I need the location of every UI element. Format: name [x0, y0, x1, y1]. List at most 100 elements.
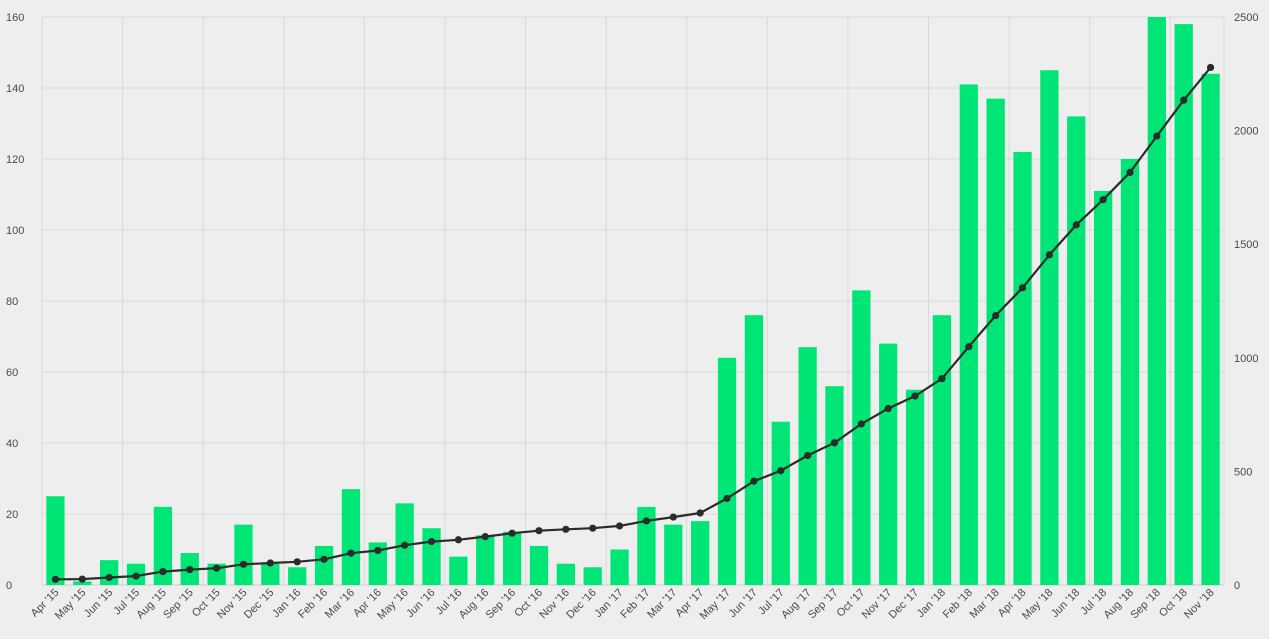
- bar-21: [610, 549, 629, 585]
- bar-37: [1040, 70, 1059, 585]
- line-point-11: [347, 549, 355, 557]
- line-point-5: [186, 565, 194, 574]
- line-point-17: [508, 529, 516, 537]
- bar-7: [234, 524, 253, 585]
- bar-8: [261, 563, 280, 585]
- y2-tick-label: 500: [1234, 466, 1252, 478]
- y-tick-label: 60: [6, 367, 18, 379]
- line-point-36: [1018, 284, 1027, 292]
- x-tick-label: Dec '17: [887, 587, 922, 622]
- bar-27: [771, 421, 790, 585]
- bar-33: [932, 315, 952, 585]
- line-point-23: [669, 513, 677, 521]
- bar-0: [46, 496, 65, 585]
- bar-14: [422, 528, 441, 585]
- line-point-4: [159, 567, 167, 576]
- bar-43: [1201, 73, 1220, 586]
- line-point-3: [132, 572, 140, 580]
- line-point-24: [696, 509, 704, 517]
- y-tick-label: 40: [6, 438, 18, 450]
- line-point-16: [481, 533, 489, 541]
- line-point-22: [642, 517, 651, 525]
- line-point-39: [1099, 196, 1107, 204]
- bar-39: [1093, 190, 1113, 585]
- line-point-26: [750, 477, 758, 485]
- line-point-19: [562, 525, 570, 533]
- line-point-8: [266, 559, 274, 567]
- bar-18: [529, 545, 549, 585]
- x-tick-label: Jun '17: [727, 587, 760, 620]
- bar-17: [502, 531, 522, 585]
- line-point-30: [857, 420, 865, 428]
- cumulative-line: [55, 66, 1212, 581]
- bar-25: [717, 357, 737, 585]
- line-point-1: [78, 575, 86, 583]
- y-axis-right: 0 500 1000 1500 2000 2500: [1234, 12, 1258, 592]
- line-point-40: [1126, 168, 1134, 177]
- y-tick-label: 20: [6, 509, 18, 521]
- line-point-18: [535, 527, 543, 535]
- line-point-34: [965, 343, 973, 351]
- bar-15: [449, 556, 468, 585]
- bar-34: [959, 84, 978, 585]
- line-point-31: [884, 404, 892, 413]
- bar-10: [314, 545, 334, 585]
- y-tick-label: 80: [6, 296, 18, 308]
- bar-1: [73, 581, 92, 585]
- bar-31: [879, 343, 898, 585]
- y-tick-label: 0: [6, 580, 12, 592]
- bar-11: [341, 489, 361, 585]
- line-point-13: [401, 541, 409, 549]
- line-point-2: [105, 573, 113, 582]
- line-point-12: [374, 546, 382, 555]
- bar-22: [637, 506, 656, 585]
- bar-4: [153, 506, 173, 585]
- bar-41: [1147, 17, 1166, 585]
- bar-2: [100, 560, 119, 585]
- line-point-21: [615, 522, 624, 530]
- bar-24: [691, 521, 710, 585]
- bar-38: [1067, 116, 1086, 586]
- bar-35: [986, 98, 1005, 586]
- bar-19: [556, 563, 575, 585]
- y2-tick-label: 0: [1234, 580, 1240, 592]
- bar-23: [664, 524, 683, 585]
- y-tick-label: 160: [6, 12, 24, 24]
- line-point-10: [320, 555, 328, 563]
- y2-tick-label: 2500: [1234, 12, 1258, 24]
- x-tick-label: Mar '17: [645, 587, 679, 621]
- y2-tick-label: 2000: [1234, 126, 1258, 138]
- x-tick-label: Mar '16: [323, 587, 357, 621]
- bar-32: [905, 389, 925, 585]
- y-tick-label: 140: [6, 83, 24, 95]
- bar-series: [46, 17, 1220, 586]
- bar-16: [476, 535, 495, 585]
- x-tick-label: Jun '16: [404, 587, 437, 620]
- x-tick-label: Sep '15: [161, 587, 196, 622]
- y-axis-left: 0 20 40 60 80 100 120 140 160: [6, 12, 24, 592]
- x-tick-label: Jun '15: [82, 587, 115, 620]
- x-tick-label: Dec '16: [564, 587, 599, 622]
- line-point-6: [213, 564, 221, 572]
- line-point-33: [938, 375, 946, 383]
- x-tick-label: Jun '18: [1049, 587, 1082, 620]
- bar-28: [798, 347, 817, 585]
- x-tick-label: Nov '18: [1182, 587, 1217, 622]
- line-point-28: [804, 451, 812, 460]
- bar-20: [583, 567, 602, 585]
- line-point-15: [454, 536, 462, 544]
- x-tick-label: Sep '16: [484, 587, 519, 622]
- line-point-42: [1180, 96, 1188, 104]
- line-point-43: [1206, 63, 1215, 72]
- line-point-38: [1072, 221, 1080, 229]
- y2-tick-label: 1000: [1234, 353, 1258, 365]
- bar-9: [288, 567, 307, 585]
- bar-26: [744, 315, 764, 585]
- x-tick-label: Mar '18: [968, 587, 1002, 621]
- bar-29: [825, 386, 844, 585]
- line-point-37: [1045, 251, 1053, 259]
- line-point-25: [723, 494, 731, 503]
